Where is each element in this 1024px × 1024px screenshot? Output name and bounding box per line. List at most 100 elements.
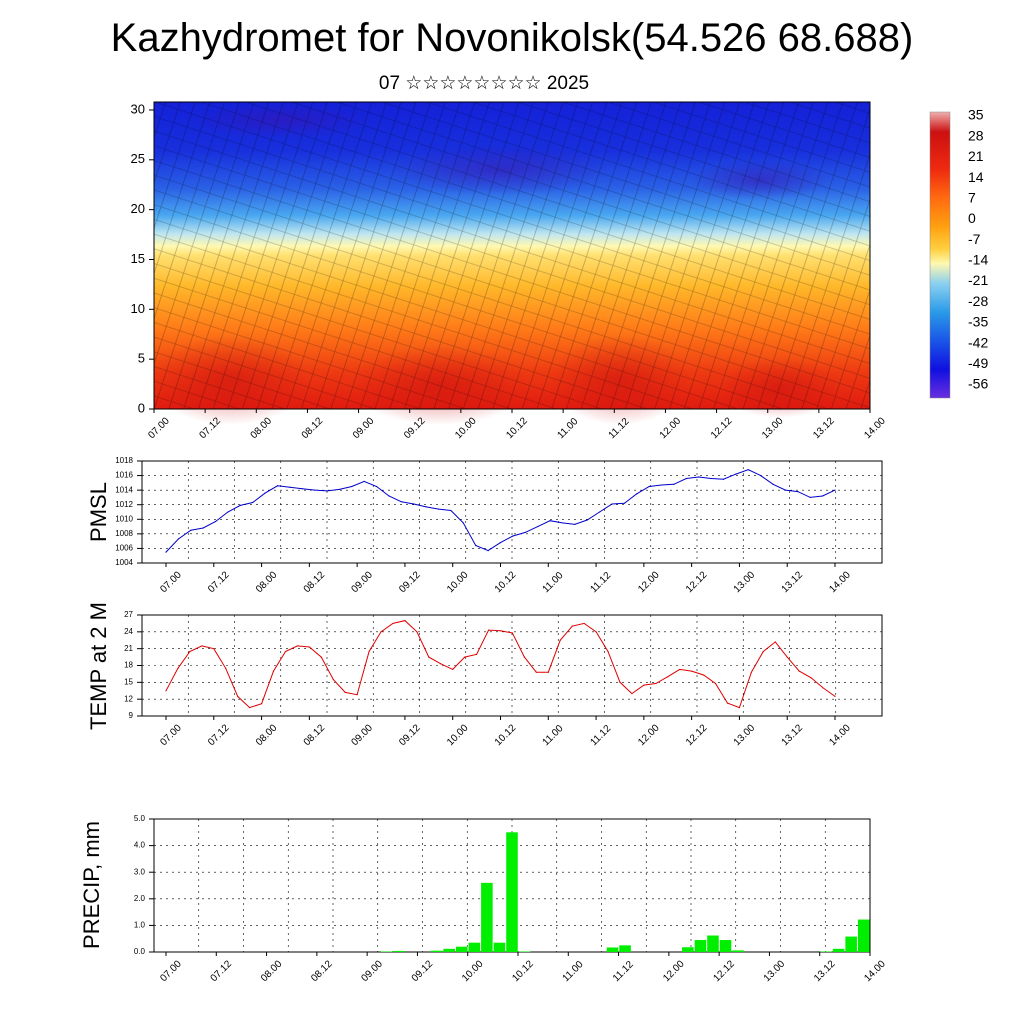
pmsl-point — [190, 529, 192, 531]
temp-point — [499, 630, 502, 632]
precip-bar — [506, 832, 518, 952]
temp-point — [272, 670, 275, 672]
pmsl-point — [413, 503, 415, 505]
x-tick-label: 12.00 — [661, 958, 687, 984]
y-tick-label: 18 — [124, 661, 133, 670]
pmsl-point — [722, 478, 725, 480]
y-tick-label: 21 — [124, 644, 133, 653]
temp-point — [810, 677, 812, 679]
temp-point — [714, 682, 717, 685]
colorbar-label: 35 — [968, 107, 984, 123]
pmsl-point — [698, 476, 700, 478]
x-tick-label: 10.12 — [493, 722, 519, 748]
colorbar-label: -35 — [968, 314, 988, 330]
x-tick-label: 11.00 — [555, 416, 580, 441]
x-tick-label: 14.00 — [827, 569, 853, 595]
temp-point — [822, 687, 824, 689]
temp-point — [165, 690, 167, 692]
y-tick-label: 4.0 — [134, 841, 146, 850]
pmsl-point — [326, 490, 328, 492]
x-tick-label: 08.12 — [309, 958, 335, 984]
pmsl-point — [264, 492, 266, 494]
x-tick-label: 10.12 — [493, 569, 519, 595]
temp-point — [762, 650, 764, 653]
precip-x-axis: 07.00 07.12 08.00 08.12 09.00 09.12 10.00 10.12… — [158, 952, 888, 984]
chart-title: Kazhydromet for Novonikolsk(54.526 68.68… — [110, 16, 914, 60]
y-tick-label: 1018 — [115, 456, 133, 465]
x-tick-label: 08.00 — [254, 569, 280, 595]
precip-bar — [694, 940, 707, 952]
pmsl-point — [549, 520, 551, 522]
temp-point — [750, 671, 752, 673]
x-tick-label: 13.12 — [811, 415, 837, 441]
pmsl-point — [747, 469, 749, 471]
y-tick-label: 0.0 — [134, 947, 146, 956]
x-tick-label: 11.12 — [588, 723, 613, 748]
pmsl-y-axis: 1018 1016 1014 1012 1010 1008 1006 1004 — [115, 456, 142, 567]
temp-point — [201, 645, 203, 647]
temp-point — [834, 695, 836, 697]
x-tick-label: 08.12 — [302, 722, 328, 748]
y-tick-label: 5 — [138, 351, 145, 366]
precip-bar — [682, 947, 694, 952]
temp-point — [476, 653, 478, 655]
x-tick-label: 11.00 — [541, 570, 566, 595]
x-tick-label: 10.12 — [510, 958, 536, 984]
pmsl-point — [252, 501, 254, 504]
x-tick-label: 12.12 — [684, 569, 710, 595]
precip-bar — [455, 946, 468, 952]
pmsl-point — [772, 483, 774, 485]
x-tick-label: 13.12 — [812, 958, 838, 984]
x-tick-label: 09.00 — [359, 958, 385, 984]
temp-point — [559, 639, 561, 641]
x-tick-label: 13.00 — [762, 958, 788, 984]
x-tick-label: 09.12 — [397, 722, 423, 748]
pmsl-point — [809, 496, 811, 499]
colorbar-label: -14 — [968, 252, 988, 268]
x-tick-label: 07.00 — [158, 722, 184, 748]
precip-bar — [732, 950, 744, 952]
y-tick-label: 15 — [124, 677, 133, 686]
temp-point — [535, 671, 537, 673]
temp-point — [464, 656, 466, 658]
x-tick-label: 10.00 — [460, 958, 486, 984]
pmsl-point — [499, 542, 502, 544]
colorbar: 35 28 21 14 7 0 -7 -14 -21 -28 -35 -42 -49 -56 — [929, 107, 988, 399]
colorbar-label: -7 — [968, 231, 981, 247]
temp-point — [571, 625, 573, 627]
pmsl-point — [599, 511, 601, 513]
colorbar-label: 21 — [968, 148, 984, 164]
temp-point — [440, 663, 442, 665]
temp-point — [487, 629, 490, 631]
pmsl-point — [276, 485, 279, 487]
pmsl-point — [660, 484, 663, 486]
precip-bar — [832, 948, 845, 952]
pmsl-point — [202, 527, 204, 529]
temp-point — [726, 702, 729, 704]
pmsl-point — [636, 493, 638, 495]
y-tick-label: 0 — [138, 400, 145, 415]
precip-y-axis: 5.0 4.0 3.0 2.0 1.0 0.0 — [134, 814, 154, 956]
pmsl-point — [475, 544, 477, 547]
temp-point — [332, 678, 334, 681]
y-tick-label: 2.0 — [134, 894, 146, 903]
pmsl-point — [710, 477, 712, 480]
precip-bars — [380, 832, 870, 952]
x-tick-label: 12.00 — [658, 415, 684, 441]
y-tick-label: 10 — [131, 301, 145, 316]
y-tick-label: 5.0 — [134, 814, 146, 823]
temp-point — [249, 706, 251, 709]
precip-bar — [430, 950, 443, 952]
pmsl-point — [784, 489, 787, 491]
temp-point — [356, 694, 358, 696]
pmsl-point — [351, 485, 353, 488]
pmsl-point — [537, 525, 539, 528]
pmsl-frame — [141, 460, 883, 564]
pmsl-x-axis: 07.00 07.12 08.00 08.12 09.00 09.12 10.00 10.12… — [158, 563, 853, 595]
temp-point — [547, 671, 549, 673]
temp-point — [296, 645, 299, 647]
pmsl-point — [834, 489, 836, 491]
pmsl-point — [760, 474, 762, 477]
pmsl-point — [487, 550, 489, 552]
